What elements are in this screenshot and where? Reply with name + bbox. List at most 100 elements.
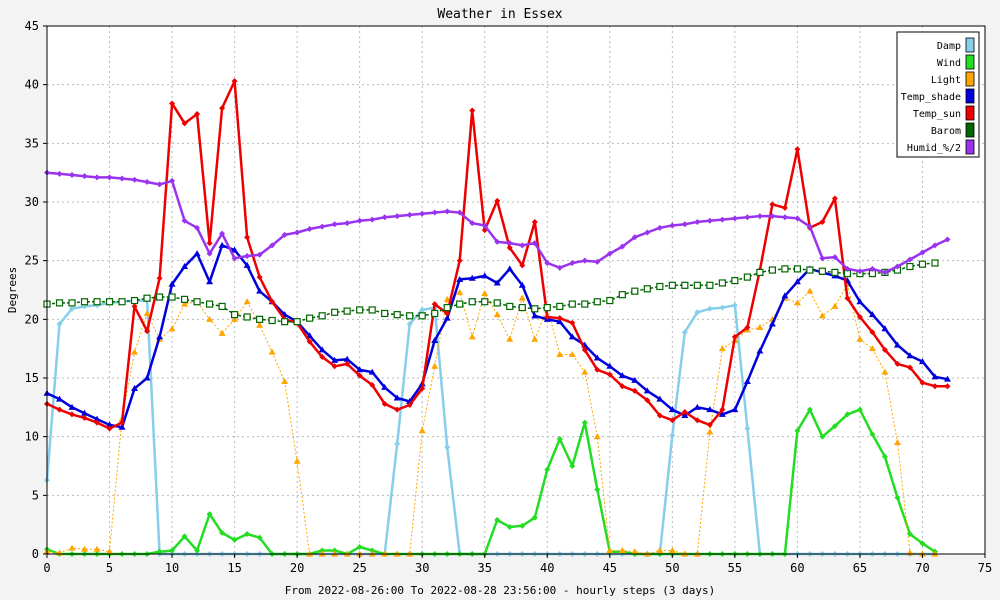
data-point-barom [368,306,376,314]
data-point-humid-2 [106,174,113,181]
x-tick-label: 15 [227,561,241,575]
data-point-light [506,335,514,342]
data-point-wind [881,453,888,460]
data-point-light [431,362,439,369]
data-point-temp-shade [606,362,614,369]
data-point-humid-2 [406,211,413,218]
x-tick-label: 75 [978,561,992,575]
data-point-barom [518,304,526,312]
data-point-barom [356,306,364,314]
data-point-barom [418,312,426,320]
data-point-light [206,315,214,322]
data-point-humid-2 [769,213,776,220]
data-point-light [218,329,226,336]
data-point-temp-shade [381,383,389,390]
legend-label-barom: Barom [931,126,961,137]
data-point-temp-sun [681,409,688,416]
legend-swatch-humid-2 [965,139,975,155]
legend-label-humid-2: Humid_%/2 [907,143,961,154]
data-point-barom [130,296,139,305]
data-point-humid-2 [456,209,463,216]
data-point-temp-sun [644,397,651,404]
data-point-temp-sun [269,298,276,305]
data-point-wind [156,548,163,555]
data-point-humid-2 [469,220,476,227]
data-point-barom [593,298,601,306]
data-point-light [581,368,589,375]
data-point-temp-shade [131,385,139,392]
x-tick-label: 35 [478,561,492,575]
legend: Damp Wind Light Temp_shade Temp_sun Barom Humi… [896,31,980,158]
legend-label-temp-sun: Temp_sun [913,109,961,120]
data-point-light [256,321,264,328]
data-point-humid-2 [506,240,513,247]
data-point-temp-sun [81,414,88,421]
data-point-temp-sun [844,295,851,302]
data-point-temp-shade [306,332,314,339]
data-point-barom [481,298,489,306]
data-point-temp-sun [319,353,326,360]
data-point-temp-shade [881,325,889,332]
data-point-wind [569,463,576,469]
data-point-wind [494,516,501,523]
x-tick-label: 40 [540,561,554,575]
data-point-humid-2 [631,234,638,241]
data-point-barom [706,281,714,289]
data-point-temp-shade [193,250,201,257]
data-point-light [443,295,451,302]
data-point-light [481,290,489,297]
data-point-humid-2 [519,242,526,249]
data-point-temp-sun [131,303,138,310]
data-point-temp-sun [544,313,551,320]
data-point-humid-2 [744,214,751,221]
data-point-light [468,333,476,340]
data-point-barom [93,298,101,306]
data-point-temp-sun [169,100,176,107]
data-point-light [518,294,526,301]
data-point-temp-sun [181,120,188,127]
data-point-barom [205,300,214,308]
data-point-temp-shade [868,311,876,318]
data-point-temp-shade [918,358,926,365]
data-point-barom [268,316,276,325]
data-point-temp-shade [243,261,251,268]
data-point-wind [331,547,338,554]
data-point-humid-2 [381,214,388,221]
data-point-temp-sun [144,328,151,335]
data-point-humid-2 [194,224,201,231]
data-point-barom [431,309,439,318]
data-point-humid-2 [156,181,163,188]
data-point-light [568,351,576,358]
data-point-temp-sun [831,195,838,202]
data-point-temp-shade [718,410,726,417]
data-point-temp-shade [68,403,76,410]
data-point-temp-sun [594,366,601,373]
data-point-humid-2 [544,260,551,267]
data-point-temp-shade [481,272,489,279]
data-point-humid-2 [419,210,426,217]
data-point-humid-2 [606,250,613,257]
data-point-wind [544,466,551,473]
data-point-temp-shade [143,374,151,381]
data-point-temp-shade [493,279,501,286]
data-point-temp-sun [519,262,526,269]
y-tick-label: 5 [32,488,39,502]
data-point-temp-sun [444,310,451,317]
data-point-light [893,439,901,446]
data-point-temp-sun [944,383,951,390]
data-point-temp-sun [581,346,588,353]
data-point-humid-2 [881,269,888,276]
data-point-barom [231,311,239,319]
x-tick-label: 45 [603,561,617,575]
data-point-wind [219,529,226,536]
data-point-temp-sun [719,406,726,413]
data-point-light [656,546,664,553]
data-point-light [618,546,626,553]
data-point-barom [568,300,576,308]
data-point-damp [56,321,63,328]
data-point-barom [218,302,226,311]
data-point-temp-shade [593,354,601,361]
series-temp-shade [43,241,951,430]
x-tick-label: 50 [665,561,679,575]
data-point-humid-2 [444,208,451,215]
